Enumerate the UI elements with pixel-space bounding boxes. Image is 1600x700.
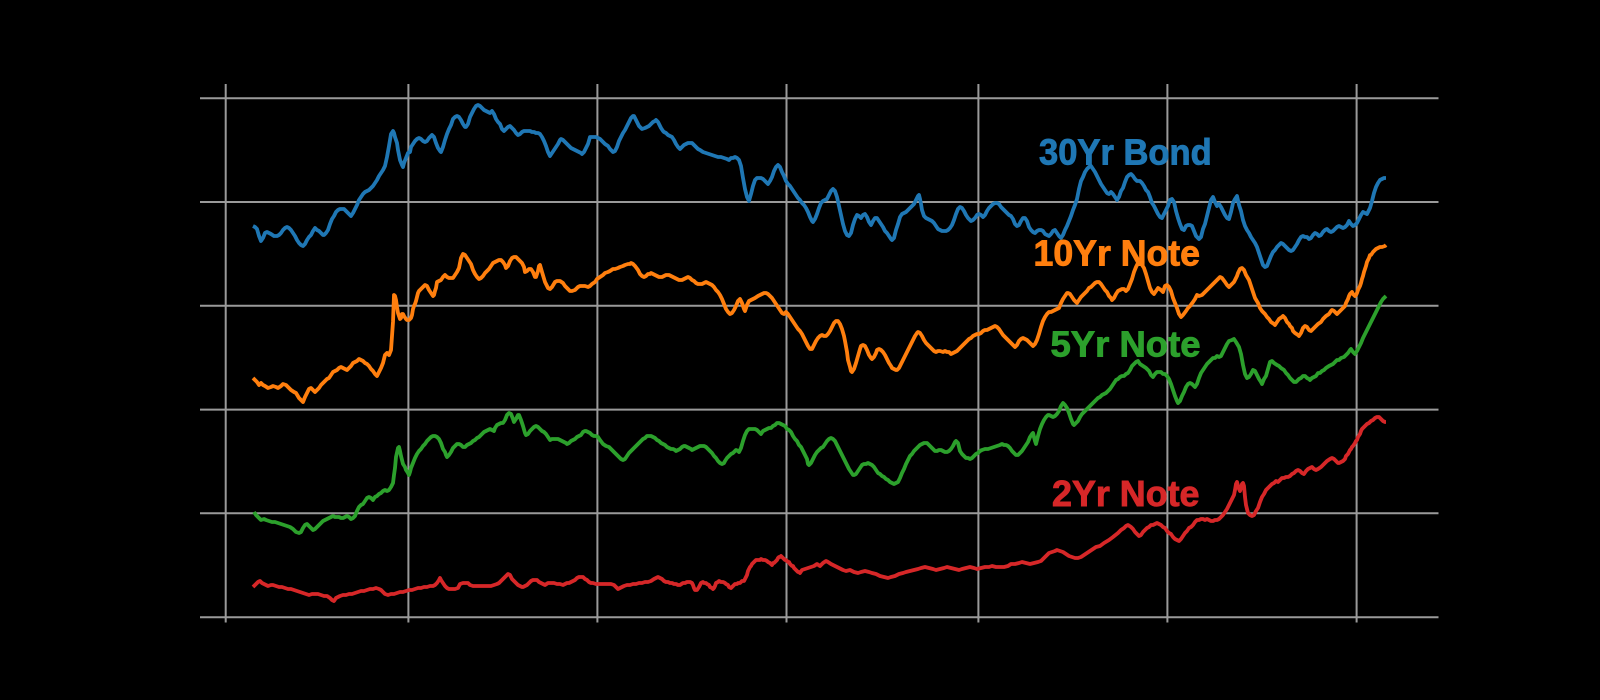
svg-text:10Yr Note: 10Yr Note <box>1034 233 1201 274</box>
svg-text:5Yr Note: 5Yr Note <box>1051 324 1201 365</box>
svg-text:30Yr Bond: 30Yr Bond <box>1039 132 1212 173</box>
svg-text:2Yr Note: 2Yr Note <box>1052 473 1200 514</box>
